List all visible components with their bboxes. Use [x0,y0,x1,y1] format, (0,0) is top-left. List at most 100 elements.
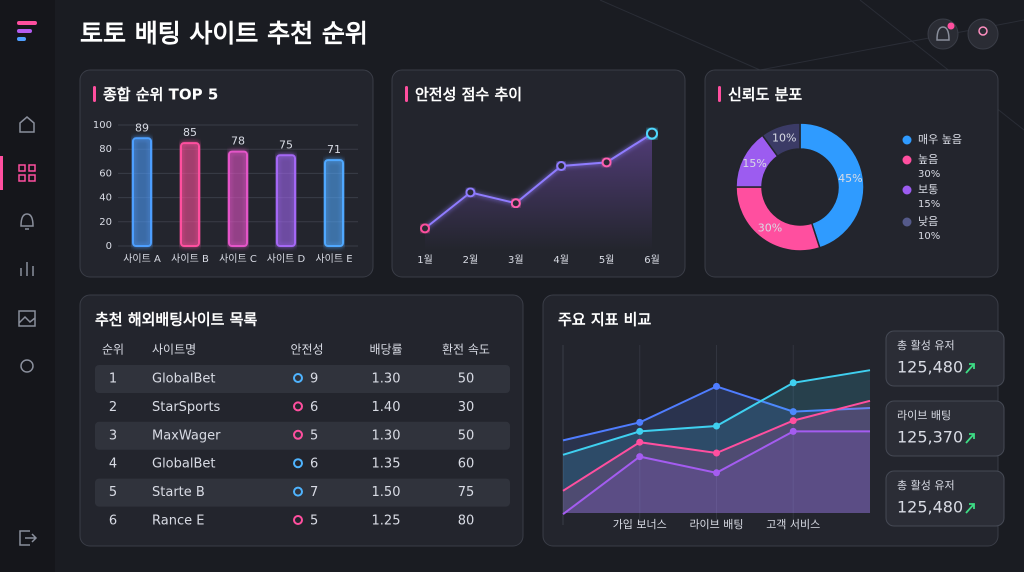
line-point [420,223,430,234]
x-tick-label: 6월 [644,254,660,266]
column-header: 환전 속도 [442,343,490,357]
trend-arrow [965,433,975,444]
legend-value: 15% [918,199,940,210]
cell: 1 [109,372,117,387]
y-tick-label: 80 [99,144,112,155]
stat-value: 125,480 [897,498,963,517]
legend-swatch [902,155,912,165]
cell: 60 [458,457,475,472]
nav-active-indicator [0,156,3,190]
stat-value: 125,480 [897,358,963,377]
line-point [510,198,521,209]
notification-button[interactable] [927,18,959,50]
nav-dashboard[interactable] [18,164,36,182]
x-tick-label: 라이브 배팅 [689,518,743,531]
bar-value-label: 71 [327,143,341,156]
cell: 3 [109,428,117,443]
logo [17,21,37,41]
bar [228,150,248,247]
y-tick-label: 40 [99,193,112,204]
safety-badge [293,486,303,497]
cell: 1.35 [372,457,401,472]
donut-slice [799,122,865,249]
legend-swatch [902,135,912,145]
cell: 5 [310,428,318,443]
nav-stats[interactable] [20,262,34,276]
nav-gallery[interactable] [18,310,36,327]
legend-label: 매우 높음 [918,133,962,146]
area-point [789,417,797,425]
cell: 5 [310,514,318,529]
line-point [646,127,658,140]
bar-value-label: 89 [135,121,149,134]
x-tick-label: 사이트 B [171,253,209,265]
bar [132,137,152,247]
stat-label: 총 활성 유저 [897,338,955,352]
x-tick-label: 4월 [553,254,569,266]
trend-arrow [965,503,975,514]
area-point [789,379,797,387]
cell: 1.50 [372,485,401,500]
safety-badge [293,401,303,412]
legend-swatch [902,217,912,227]
cell: 1.30 [372,372,401,387]
line-point [556,161,567,171]
cell: Rance E [152,514,204,529]
bar [180,142,200,247]
panel-title: 안전성 점수 추이 [415,86,522,104]
stat-label: 총 활성 유저 [897,478,955,492]
bar [324,159,344,247]
cell: 6 [109,514,117,529]
area-fill [563,370,870,513]
area-point [789,427,797,435]
nav-home[interactable] [19,116,35,133]
panel-title: 종합 순위 TOP 5 [103,86,218,104]
profile-button[interactable] [967,18,999,50]
bell-icon [936,26,950,41]
cell: GlobalBet [152,372,215,387]
line [424,132,653,230]
area-point [636,418,644,426]
safety-badge [293,515,303,525]
x-tick-label: 사이트 D [267,253,306,265]
column-header: 사이트명 [152,343,196,357]
cell: StarSports [152,400,221,415]
donut-slice [761,122,801,158]
cell: 30 [458,400,475,415]
cell: Starte B [152,485,205,500]
sidebar [0,0,55,572]
column-header: 순위 [102,343,124,357]
cell: 2 [109,400,117,415]
cell: 7 [310,485,318,500]
x-tick-label: 3월 [508,254,524,266]
donut-slice [735,186,821,252]
nav-logout[interactable] [19,530,38,546]
line-area [425,133,652,250]
legend-swatch [902,185,912,195]
cell: 6 [310,457,318,472]
safety-badge [293,458,303,469]
line-point [465,187,476,198]
cell: 9 [310,372,318,387]
x-tick-label: 1월 [417,254,433,266]
stat-card [885,470,1005,527]
title-accent [93,86,96,102]
slice-label: 45% [838,172,862,185]
area-point [713,469,720,477]
nav-alerts[interactable] [20,213,34,230]
area-point [713,422,720,430]
cell: 1.40 [372,400,401,415]
stat-card [885,330,1005,387]
panel-title: 추천 해외배팅사이트 목록 [95,311,257,329]
x-tick-label: 2월 [463,254,479,266]
slice-label: 15% [742,157,766,170]
y-tick-label: 0 [106,241,112,252]
slice-label: 10% [772,131,796,144]
x-tick-label: 사이트 A [123,253,161,265]
nav-settings[interactable] [20,359,34,373]
area-point [636,438,644,446]
legend-label: 보통 [918,183,938,196]
